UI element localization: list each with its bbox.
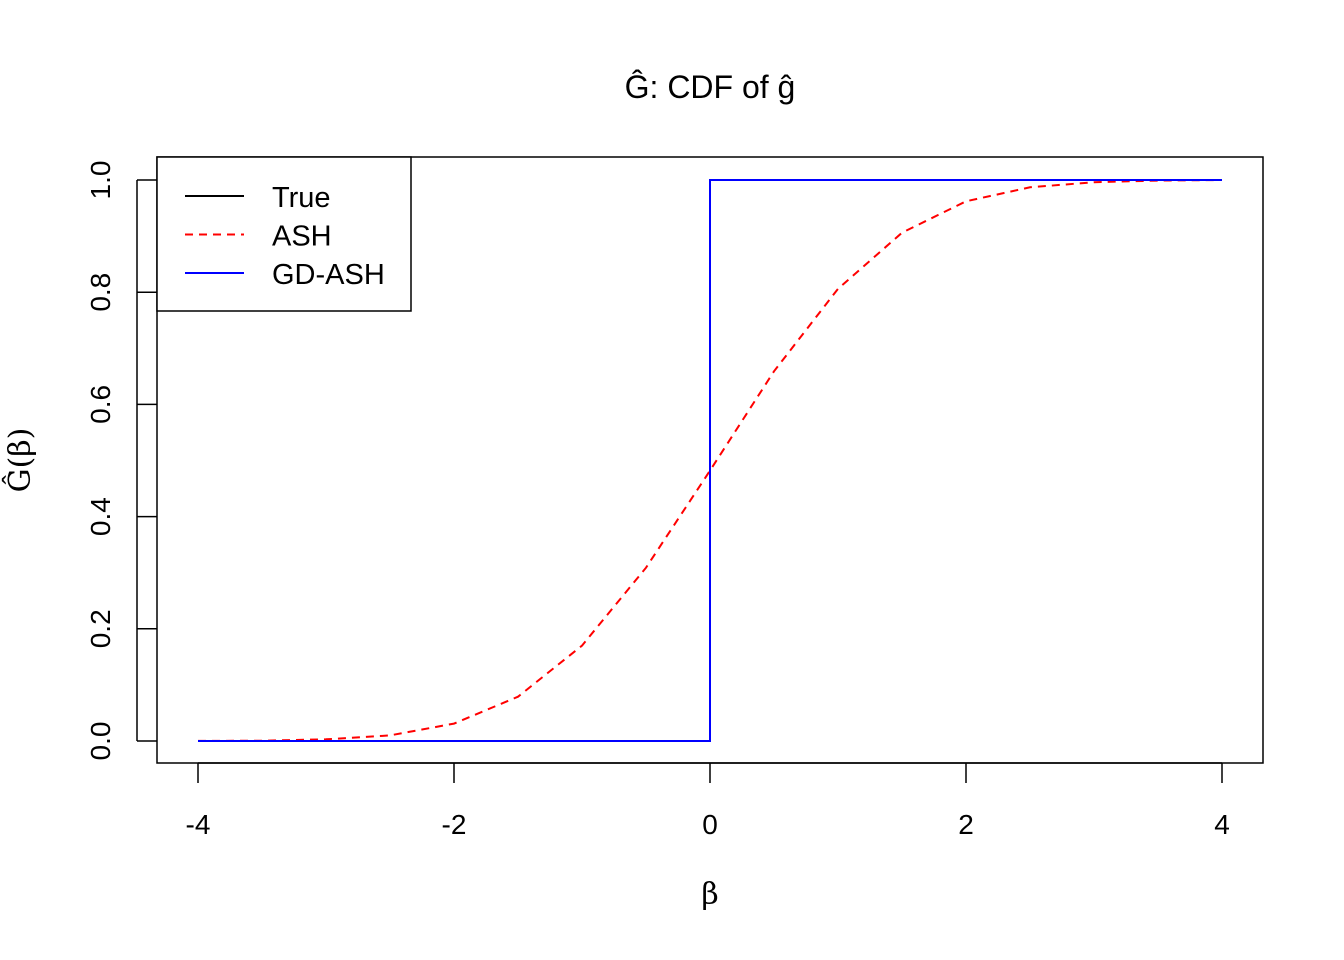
legend-label: GD-ASH — [272, 259, 385, 291]
series-line-ash — [197, 179, 1223, 742]
y-tick-label: 1.0 — [85, 161, 116, 200]
x-axis-label: β — [701, 877, 718, 912]
x-tick-label: -2 — [442, 809, 467, 840]
legend-label: True — [272, 182, 331, 214]
y-tick-label: 0.6 — [85, 385, 116, 424]
x-tick-label: 0 — [702, 809, 718, 840]
x-axis: -4 -2 0 2 4 — [186, 762, 1230, 840]
x-tick-label: -4 — [186, 809, 211, 840]
y-tick-label: 0.4 — [85, 497, 116, 536]
y-tick-label: 0.8 — [85, 273, 116, 312]
y-tick-label: 0.0 — [85, 722, 116, 761]
legend-label: ASH — [272, 221, 332, 253]
x-tick-label: 4 — [1214, 809, 1230, 840]
y-axis-label: Ĝ(β) — [2, 428, 38, 493]
chart-title: Ĝ: CDF of ĝ — [625, 69, 796, 105]
y-tick-label: 0.2 — [85, 609, 116, 648]
legend: True ASH GD-ASH — [156, 156, 412, 312]
x-tick-label: 2 — [958, 809, 974, 840]
y-axis: 0.0 0.2 0.4 0.6 0.8 1.0 — [85, 161, 157, 761]
series-line-gd-ash — [198, 179, 1222, 742]
series-lines — [197, 179, 1223, 742]
